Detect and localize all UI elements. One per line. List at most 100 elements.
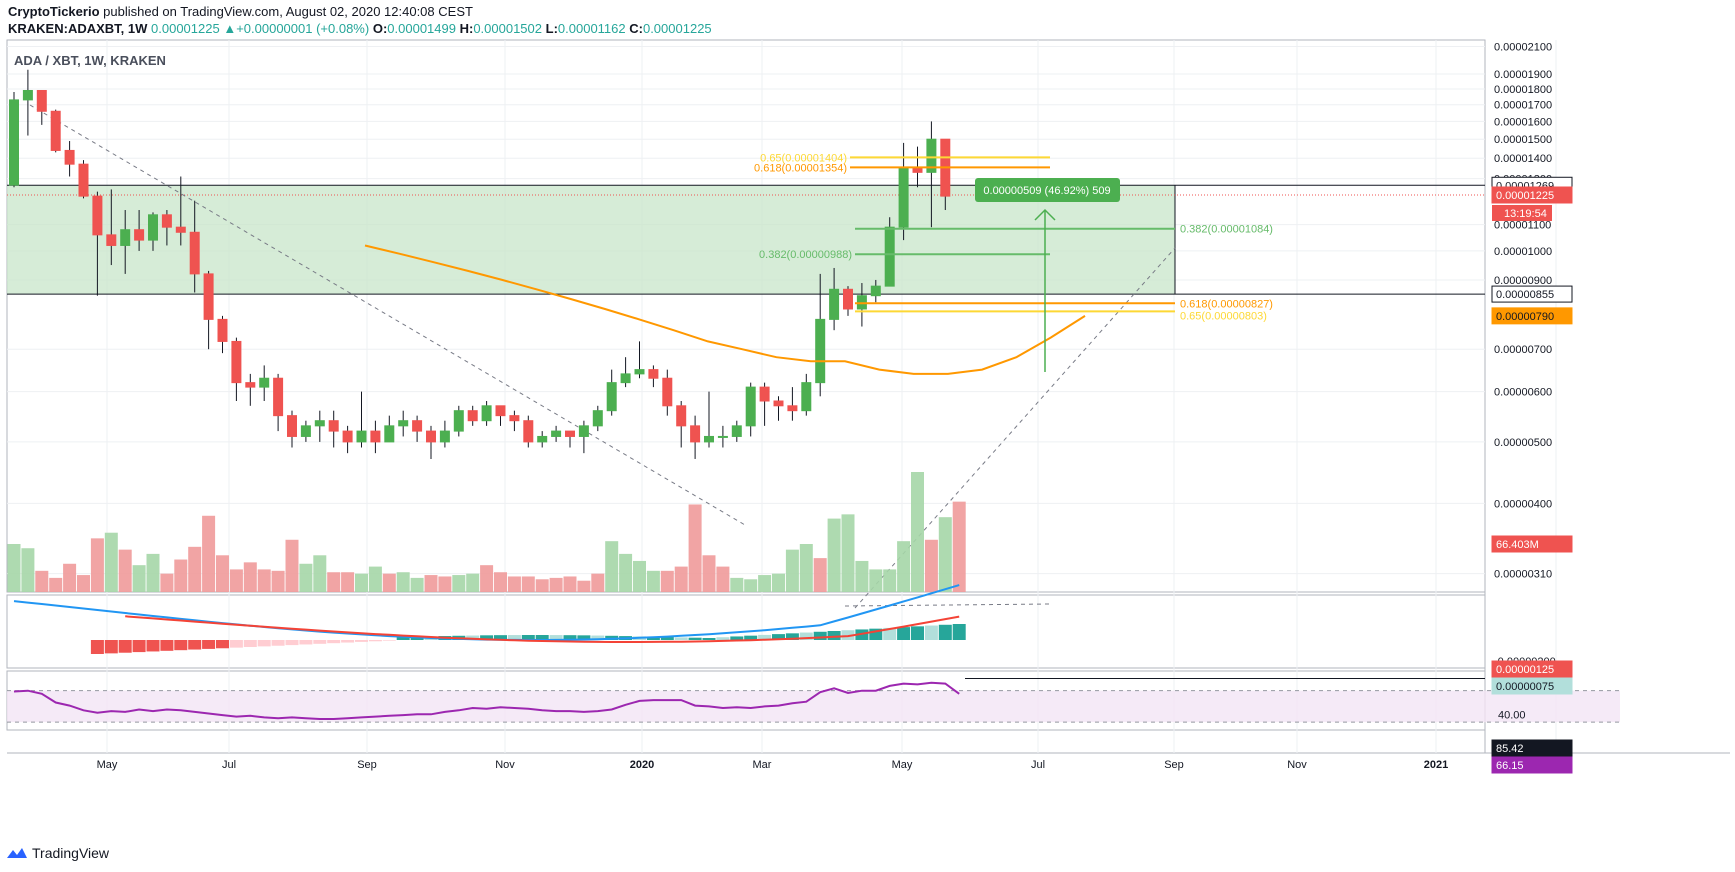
candle-down bbox=[217, 318, 228, 342]
tradingview-footer[interactable]: TradingView bbox=[6, 845, 109, 861]
macd-histogram-bar bbox=[160, 640, 174, 651]
volume-bar bbox=[577, 580, 591, 592]
volume-bar bbox=[327, 572, 341, 592]
candle-down bbox=[92, 195, 103, 236]
volume-bar bbox=[382, 573, 396, 592]
volume-bar bbox=[257, 569, 271, 592]
candle-down bbox=[565, 430, 575, 437]
macd-histogram-bar bbox=[535, 635, 549, 640]
high-value: 0.00001502 bbox=[473, 21, 542, 36]
macd-histogram-bar bbox=[744, 635, 758, 640]
candle-down bbox=[245, 382, 256, 388]
volume-bar bbox=[507, 576, 521, 592]
macd-histogram-bar bbox=[341, 640, 355, 643]
volume-bar bbox=[90, 538, 104, 592]
x-tick-label: Mar bbox=[753, 759, 772, 771]
volume-bar bbox=[216, 555, 229, 592]
candle-up bbox=[829, 288, 840, 320]
macd-histogram-bar bbox=[174, 640, 188, 651]
macd-histogram-bar bbox=[591, 635, 605, 640]
candle-up bbox=[398, 420, 409, 427]
macd-histogram-bar bbox=[368, 640, 382, 642]
volume-bar bbox=[869, 569, 883, 592]
macd-histogram-bar bbox=[702, 638, 716, 640]
macd-tag: 0.00000125 bbox=[1496, 664, 1554, 676]
candle-down bbox=[36, 89, 47, 112]
volume-bar bbox=[424, 575, 438, 592]
volume-bar bbox=[174, 559, 188, 592]
volume-bar bbox=[952, 501, 966, 592]
volume-bar bbox=[202, 515, 216, 592]
candle-up bbox=[606, 382, 617, 412]
y-tick-label: 0.00001600 bbox=[1494, 116, 1552, 128]
macd-histogram-bar bbox=[785, 633, 799, 640]
measure-arrow-icon bbox=[1034, 208, 1056, 221]
ma-line bbox=[364, 244, 1086, 375]
candle-up bbox=[22, 89, 33, 101]
volume-bar bbox=[438, 576, 452, 592]
measure-box bbox=[975, 178, 1120, 202]
candle-up bbox=[384, 425, 395, 443]
volume-bar bbox=[118, 549, 132, 592]
macd-histogram-bar bbox=[188, 640, 202, 650]
macd-signal-tag-box bbox=[1491, 677, 1573, 695]
candle-up bbox=[578, 425, 589, 437]
macd-histogram-bar bbox=[883, 627, 897, 640]
volume-bar bbox=[396, 572, 410, 592]
macd-histogram-bar bbox=[563, 635, 577, 640]
candle-down bbox=[495, 405, 506, 417]
macd-histogram-bar bbox=[90, 640, 104, 654]
ohlc-line: KRAKEN:ADAXBT, 1W 0.00001225 ▲+0.0000000… bbox=[8, 21, 712, 36]
volume-bar bbox=[813, 558, 827, 592]
open-label: O: bbox=[372, 21, 388, 36]
price-tags: 0.000012690.000012250.000008550.00000790… bbox=[1491, 176, 1573, 774]
candle-up bbox=[148, 214, 158, 241]
volume-bar bbox=[243, 562, 257, 592]
rsi-value-tag-box bbox=[1491, 756, 1573, 774]
macd-histogram-bar bbox=[216, 640, 229, 649]
volume-bar bbox=[21, 548, 35, 592]
fib-label: 0.65(0.00000803) bbox=[1180, 310, 1267, 322]
x-tick-label: Jul bbox=[222, 759, 236, 771]
volume-bar bbox=[313, 555, 327, 592]
volume-bar bbox=[591, 573, 605, 592]
candle-down bbox=[134, 229, 145, 241]
price-tag-box bbox=[1491, 186, 1573, 204]
volume-bar bbox=[619, 553, 633, 592]
volume-bar bbox=[146, 553, 160, 592]
price-tag: 0.00000855 bbox=[1496, 289, 1554, 301]
up-arrow-icon: ▲ bbox=[223, 21, 237, 36]
volume-tag-box bbox=[1491, 535, 1573, 553]
candle-up bbox=[120, 229, 131, 246]
volume-bar bbox=[660, 570, 674, 592]
macd-signal-tag: 0.00000075 bbox=[1496, 681, 1554, 693]
candle-up bbox=[745, 386, 756, 427]
macd-line bbox=[13, 584, 960, 641]
volume-bar bbox=[702, 555, 716, 592]
macd-histogram-bar bbox=[924, 625, 938, 640]
volume-bar bbox=[897, 541, 911, 592]
volume-bar bbox=[49, 577, 63, 592]
candle-down bbox=[328, 420, 339, 432]
candle-up bbox=[870, 285, 881, 297]
macd-histogram-bar bbox=[688, 637, 702, 640]
macd-histogram-bar bbox=[730, 636, 744, 640]
volume-bars bbox=[7, 472, 966, 592]
macd-histogram-bar bbox=[257, 640, 271, 647]
volume-bar bbox=[299, 563, 313, 592]
macd-histogram-bar bbox=[466, 635, 480, 640]
macd-histogram-bar bbox=[313, 640, 327, 644]
volume-bar bbox=[646, 570, 660, 592]
volume-bar bbox=[132, 565, 146, 592]
candle-down bbox=[426, 430, 436, 443]
candle-down bbox=[161, 214, 172, 228]
volume-bar bbox=[730, 577, 744, 592]
candle-up bbox=[300, 425, 311, 437]
macd-histogram-bar bbox=[480, 635, 494, 640]
macd-histogram-bar bbox=[911, 626, 924, 640]
candle-up bbox=[453, 410, 464, 432]
low-label: L: bbox=[545, 21, 558, 36]
macd-histogram-bar bbox=[285, 640, 299, 646]
axes: 0.00002100 0.00001900 0.00001800 0.00001700… bbox=[97, 41, 1566, 771]
